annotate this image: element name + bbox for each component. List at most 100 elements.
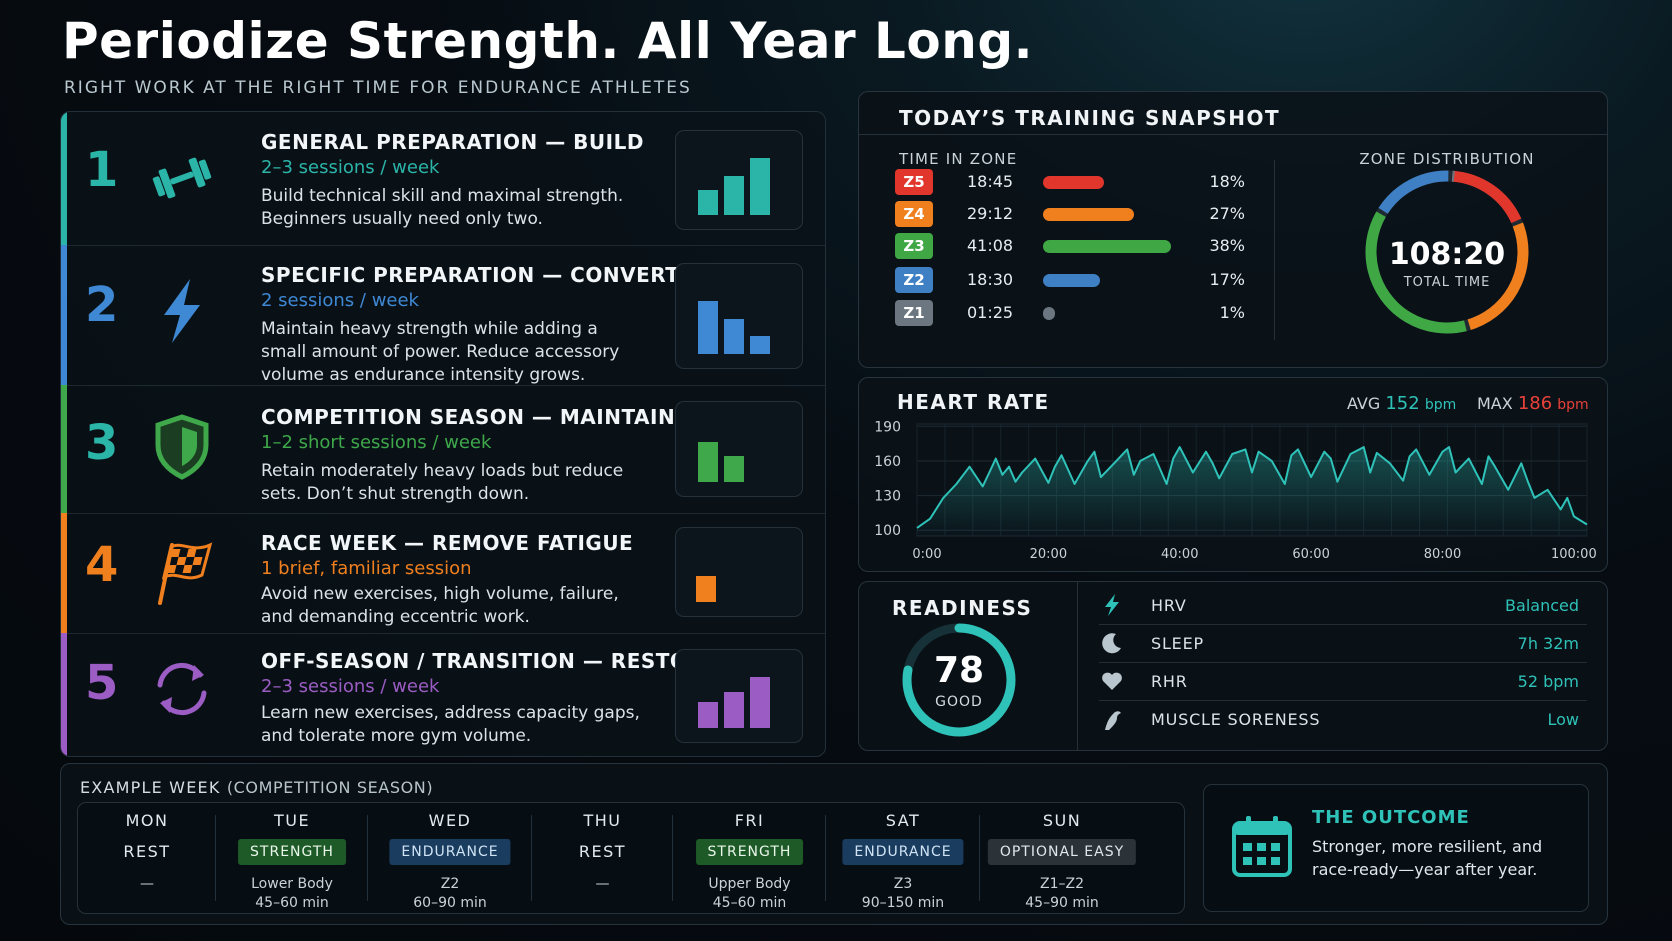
x-tick-label: 40:00 <box>1161 547 1198 562</box>
zone-row: Z3 41:08 38% <box>895 233 1255 261</box>
zone-badge: Z1 <box>895 300 933 326</box>
max-label: MAX <box>1477 394 1513 413</box>
session-line-1: Z1–Z2 <box>1040 876 1084 892</box>
divider <box>215 815 216 901</box>
mini-bar <box>698 442 718 482</box>
avg-hr-stat: AVG 152 bpm <box>1347 393 1456 414</box>
zone-bar <box>1043 274 1100 287</box>
day-name: MON <box>125 811 169 830</box>
phase-sessions: 1–2 short sessions / week <box>261 432 492 453</box>
phase-accent-bar <box>61 513 67 633</box>
day-wed[interactable]: WED ENDURANCE Z2 60–90 min <box>368 803 532 913</box>
zone-percent: 38% <box>1209 236 1245 255</box>
day-name: FRI <box>734 811 765 830</box>
divider <box>531 815 532 901</box>
donut-segment-z1 <box>1365 170 1529 334</box>
phase-description: Maintain heavy strength while adding a s… <box>261 319 620 385</box>
x-tick-label: 60:00 <box>1292 547 1329 562</box>
day-mon[interactable]: MON REST — <box>78 803 216 913</box>
zone-time: 18:30 <box>967 270 1014 289</box>
calendar-icon <box>1232 816 1292 877</box>
zone-badge: Z3 <box>895 233 933 259</box>
session-line-2: 45–60 min <box>712 895 787 911</box>
mini-bar <box>724 456 744 482</box>
session-line-1: — <box>595 876 610 892</box>
phase-card-5[interactable]: 5 OFF-SEASON / TRANSITION — RESTORE 2–3 … <box>61 633 825 756</box>
mini-bar <box>698 190 718 215</box>
readiness-gauge <box>902 623 1016 737</box>
zone-bar <box>1043 240 1171 253</box>
max-unit: bpm <box>1557 397 1589 413</box>
time-in-zone-label: TIME IN ZONE <box>899 150 1018 168</box>
zone-bar <box>1043 208 1134 221</box>
day-sat[interactable]: SAT ENDURANCE Z3 90–150 min <box>826 803 980 913</box>
phase-description: Learn new exercises, address capacity ga… <box>261 703 640 746</box>
phase-mini-chart <box>675 263 803 369</box>
zone-percent: 27% <box>1209 204 1245 223</box>
lightning-icon <box>1105 594 1119 616</box>
zone-time: 29:12 <box>967 204 1014 223</box>
session-type-tag: REST <box>123 842 171 861</box>
y-tick-label: 130 <box>874 489 901 505</box>
day-name: THU <box>583 811 622 830</box>
phase-card-4[interactable]: 4 RACE WEEK — REMOVE FATIGUE 1 brief, fa… <box>61 513 825 634</box>
phase-accent-bar <box>61 245 67 385</box>
session-line-1: Lower Body <box>251 876 333 892</box>
muscle-icon <box>1105 711 1121 730</box>
avg-value: 152 <box>1385 393 1420 414</box>
divider <box>1077 582 1078 750</box>
divider <box>825 815 826 901</box>
phase-mini-chart <box>675 527 803 617</box>
phase-title: GENERAL PREPARATION — BUILD <box>261 130 644 154</box>
metric-hrv: HRV Balanced <box>1099 588 1587 625</box>
page-subtitle: RIGHT WORK AT THE RIGHT TIME FOR ENDURAN… <box>64 78 692 98</box>
phase-title: RACE WEEK — REMOVE FATIGUE <box>261 531 634 555</box>
zone-row: Z5 18:45 18% <box>895 169 1255 197</box>
zone-percent: 17% <box>1209 270 1245 289</box>
x-tick-label: 0:00 <box>912 547 941 562</box>
day-sun[interactable]: SUN OPTIONAL EASY Z1–Z2 45–90 min <box>980 803 1144 913</box>
day-name: TUE <box>273 811 311 830</box>
phase-number: 3 <box>85 415 119 471</box>
phase-list: 1 GENERAL PREPARATION — BUILD 2–3 sessio… <box>60 111 826 757</box>
session-detail: Z3 90–150 min <box>826 875 980 913</box>
day-thu[interactable]: THU REST — <box>532 803 673 913</box>
mini-bar <box>750 336 770 354</box>
phase-card-2[interactable]: 2 SPECIFIC PREPARATION — CONVERT 2 sessi… <box>61 245 825 386</box>
y-tick-label: 160 <box>874 454 901 470</box>
divider <box>672 815 673 901</box>
phase-sessions: 2 sessions / week <box>261 290 419 311</box>
phase-card-3[interactable]: 3 COMPETITION SEASON — MAINTAIN 1–2 shor… <box>61 385 825 514</box>
phase-accent-bar <box>61 633 67 756</box>
phase-sessions: 2–3 sessions / week <box>261 676 440 697</box>
phase-title: OFF-SEASON / TRANSITION — RESTORE <box>261 649 718 673</box>
week-title: EXAMPLE WEEK <box>80 778 221 797</box>
refresh-cycle-icon <box>157 663 207 715</box>
session-line-1: Z3 <box>893 876 913 892</box>
x-tick-label: 20:00 <box>1030 547 1067 562</box>
day-fri[interactable]: FRI STRENGTH Upper Body 45–60 min <box>673 803 826 913</box>
outcome-card: THE OUTCOME Stronger, more resilient, an… <box>1203 784 1589 912</box>
heart-rate-chart: 100 130 160 190 0:00 20:00 40:00 60:00 80:00 100:… <box>874 419 1596 562</box>
zone-badge: Z2 <box>895 267 933 293</box>
metric-value: Low <box>1547 710 1579 729</box>
metric-muscle-soreness: MUSCLE SORENESS Low <box>1099 702 1587 738</box>
lightning-icon <box>164 279 200 343</box>
outcome-text: Stronger, more resilient, and race-ready… <box>1312 837 1543 879</box>
session-line-1: — <box>140 876 154 892</box>
donut-segment-z2 <box>1365 170 1529 334</box>
zone-time: 18:45 <box>967 172 1014 191</box>
readiness-title: READINESS <box>892 596 1033 620</box>
session-detail: Upper Body 45–60 min <box>673 875 826 913</box>
metric-rhr: RHR 52 bpm <box>1099 664 1587 701</box>
y-tick-label: 190 <box>874 419 901 435</box>
session-line-2: 60–90 min <box>413 895 487 911</box>
zone-distribution-label: ZONE DISTRIBUTION <box>1359 150 1535 168</box>
phase-title: COMPETITION SEASON — MAINTAIN <box>261 405 676 429</box>
zone-percent: 1% <box>1219 303 1245 322</box>
avg-unit: bpm <box>1424 397 1457 413</box>
y-tick-label: 100 <box>874 523 901 539</box>
mini-bar <box>750 158 770 215</box>
phase-card-1[interactable]: 1 GENERAL PREPARATION — BUILD 2–3 sessio… <box>61 112 825 246</box>
day-tue[interactable]: TUE STRENGTH Lower Body 45–60 min <box>216 803 368 913</box>
